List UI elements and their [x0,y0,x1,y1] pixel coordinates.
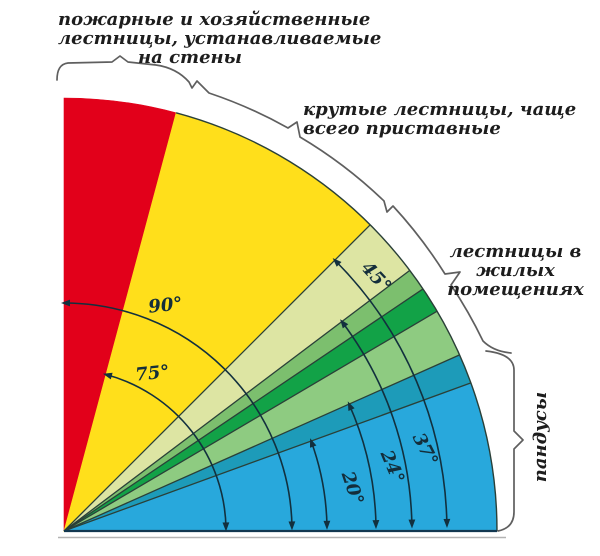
fan-sectors [63,97,498,533]
label-residential-line2: жилых [476,260,555,281]
label-wall-ladders: пожарные и хозяйственные лестницы, устан… [58,9,382,68]
fan-outer-arc [175,112,498,532]
angle-arc-37-lower-arrowhead [408,519,416,529]
radial-line-34 [63,288,424,532]
angle-arc-75 [105,373,227,529]
angle-arc-90-lower-arrowhead [288,521,296,531]
label-steep-ladders-line1: крутые лестницы, чаще [303,99,577,120]
label-wall-ladders-line2: лестницы, устанавливаемые [58,28,382,49]
label-wall-ladders-line1: пожарные и хозяйственные [58,9,371,30]
angle-label-90: 90° [147,293,183,317]
angle-arc-90-upper-arrowhead [61,299,70,307]
label-residential-ladders: лестницы в жилых помещениях [433,242,598,299]
label-ramps: пандусы [530,391,551,483]
angle-arc-37-upper-arrowhead [340,319,349,329]
radial-line-24 [63,354,460,532]
angle-arc-24-upper-arrowhead [347,401,355,411]
angle-arc-45-upper-arrowhead [332,258,342,267]
angle-arc-24-lower-arrowhead [372,520,380,530]
angle-arc-arrows: 90°75°45°37°24°20° [61,258,451,532]
label-steep-ladders: крутые лестницы, чаще всего приставные [303,99,577,139]
brace-wall-and-steep-ladders [56,55,512,354]
fan-boundary-lines [63,112,498,533]
brace-ramps [485,350,524,532]
angle-arc-24 [348,403,377,526]
radial-line-30.5 [63,310,438,532]
label-steep-ladders-line2: всего приставные [303,118,501,139]
label-wall-ladders-line3: на стены [138,47,242,68]
label-residential-line3: помещениях [447,279,584,300]
angle-label-75: 75° [134,361,170,385]
angle-arc-45 [334,259,448,525]
radial-line-20 [63,382,472,532]
radial-line-45 [63,224,371,532]
brace-group [56,55,524,532]
angle-arc-20-lower-arrowhead [323,520,331,530]
angle-arc-90 [63,302,293,528]
label-residential-line1: лестницы в [449,241,582,262]
angle-arc-75-upper-arrowhead [103,372,113,380]
angle-arc-20-upper-arrowhead [310,438,317,448]
angle-arc-75-lower-arrowhead [222,522,230,532]
angle-arc-20 [310,440,328,527]
radial-line-37 [63,269,411,532]
angle-arc-45-lower-arrowhead [443,518,451,528]
angle-arc-37 [341,321,413,525]
